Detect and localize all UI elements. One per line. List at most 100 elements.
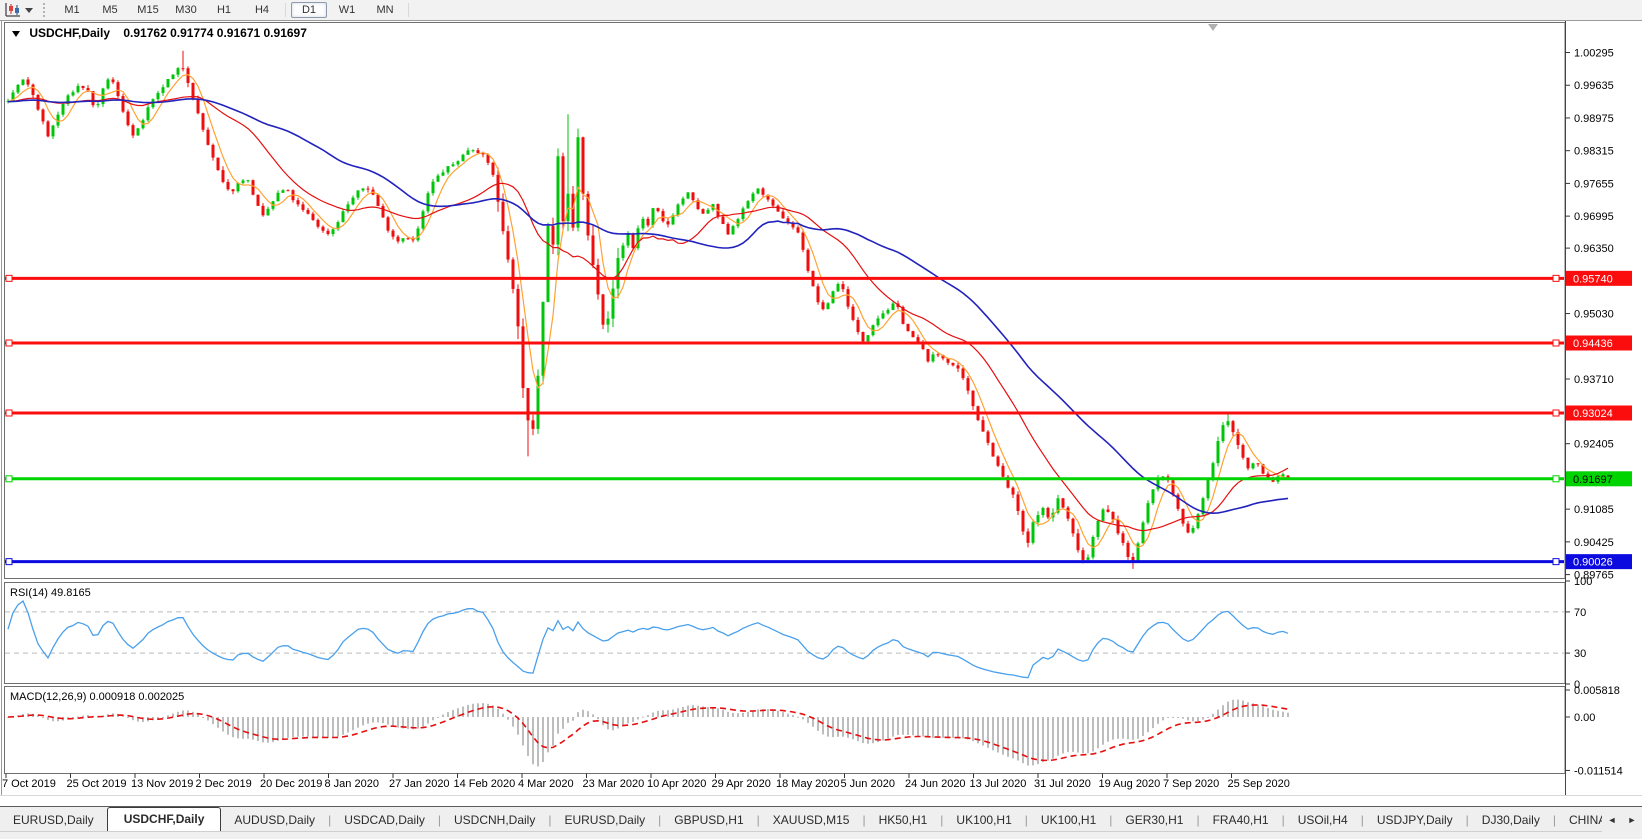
tab-uk100-h1[interactable]: UK100,H1: [1040, 813, 1097, 827]
candle: [1171, 477, 1175, 497]
tab-scroll-right-icon[interactable]: ►: [1627, 814, 1637, 825]
price-level-badge: 0.94436: [1566, 335, 1632, 351]
candle: [611, 280, 615, 328]
timeframe-button-m15[interactable]: M15: [137, 4, 159, 16]
tab-uk100-h1[interactable]: UK100,H1: [956, 813, 1012, 827]
tab-hk50-h1[interactable]: HK50,H1: [878, 813, 928, 827]
timeframe-button-w1[interactable]: W1: [338, 4, 356, 16]
tab-usdjpy-daily[interactable]: USDJPY,Daily: [1376, 813, 1453, 827]
candle: [661, 208, 665, 223]
candlestick-chart-icon[interactable]: [3, 2, 23, 18]
tab-eurusd-daily[interactable]: EURUSD,Daily: [564, 813, 646, 827]
candle: [236, 182, 240, 193]
date-tick-label: 20 Dec 2019: [260, 778, 322, 790]
line-handle[interactable]: [5, 558, 13, 566]
timeframe-button-mn[interactable]: MN: [376, 4, 394, 16]
candle: [271, 201, 275, 211]
candle: [1106, 505, 1110, 513]
candle: [436, 173, 440, 183]
tab-audusd-daily[interactable]: AUDUSD,Daily: [234, 813, 316, 827]
date-tick-label: 2 Dec 2019: [196, 778, 252, 790]
line-handle[interactable]: [5, 409, 13, 417]
candle: [1006, 474, 1010, 489]
line-handle[interactable]: [5, 339, 13, 347]
macd-axis-label: 0.005818: [1574, 685, 1620, 697]
candle: [211, 143, 215, 161]
tab-usoil-h4[interactable]: USOil,H4: [1297, 813, 1348, 827]
candle: [651, 207, 655, 228]
tab-xauusd-m15[interactable]: XAUUSD,M15: [772, 813, 850, 827]
candle: [771, 198, 775, 209]
svg-text:0.90026: 0.90026: [1573, 557, 1613, 569]
candle: [171, 74, 175, 80]
date-tick-label: 25 Oct 2019: [67, 778, 127, 790]
chart-title: USDCHF,Daily 0.91762 0.91774 0.91671 0.9…: [12, 26, 307, 40]
timeframe-button-m30[interactable]: M30: [175, 4, 197, 16]
candle: [471, 149, 475, 153]
macd-axis-label: -0.011514: [1574, 765, 1623, 777]
price-level-badge: 0.95740: [1566, 270, 1632, 286]
candle: [251, 179, 255, 196]
candle: [971, 390, 975, 411]
tab-scroll-left-icon[interactable]: ◄: [1607, 814, 1617, 825]
line-handle[interactable]: [1552, 339, 1560, 347]
candle: [466, 147, 470, 156]
timeframe-button-m1[interactable]: M1: [64, 4, 80, 16]
candle: [101, 87, 105, 108]
tab-usdchf-daily[interactable]: USDCHF,Daily: [106, 807, 222, 832]
candle: [546, 222, 550, 303]
candle: [1226, 413, 1230, 428]
candle: [1201, 496, 1205, 517]
candle: [431, 179, 435, 196]
candle: [831, 290, 835, 304]
candle: [296, 197, 300, 207]
tab-usdcad-daily[interactable]: USDCAD,Daily: [344, 813, 425, 827]
line-handle[interactable]: [5, 475, 13, 483]
collapse-triangle-icon[interactable]: [12, 31, 20, 37]
candle: [396, 235, 400, 244]
candle: [731, 224, 735, 235]
timeframe-button-d1[interactable]: D1: [291, 2, 327, 18]
candle: [161, 84, 165, 96]
line-handle[interactable]: [1552, 409, 1560, 417]
candle: [781, 209, 785, 219]
toolbar-grip[interactable]: [43, 3, 45, 17]
timeframe-button-h4[interactable]: H4: [254, 4, 270, 16]
candle: [421, 209, 425, 231]
tab-divider: |: [1552, 813, 1556, 827]
tab-dj30-daily[interactable]: DJ30,Daily: [1481, 813, 1540, 827]
candle: [261, 203, 265, 217]
tab-divider: |: [1109, 813, 1113, 827]
line-handle[interactable]: [5, 274, 13, 282]
candle: [511, 257, 515, 294]
tab-fra40-h1[interactable]: FRA40,H1: [1212, 813, 1269, 827]
tab-eurusd-daily[interactable]: EURUSD,Daily: [13, 813, 94, 827]
line-handle[interactable]: [1552, 558, 1560, 566]
price-tick-label: 0.95030: [1574, 309, 1614, 321]
timeframe-button-m5[interactable]: M5: [102, 4, 118, 16]
candle: [1066, 505, 1070, 522]
candle: [1016, 491, 1020, 516]
candle: [326, 228, 330, 236]
candle: [1011, 486, 1015, 499]
timeframe-button-h1[interactable]: H1: [216, 4, 232, 16]
candle: [686, 192, 690, 200]
price-tick-label: 1.00295: [1574, 48, 1614, 60]
chevron-down-icon[interactable]: [25, 7, 33, 13]
candle: [1241, 443, 1245, 460]
ma-line-fast: [7, 73, 1289, 549]
candle: [961, 365, 965, 381]
line-handle[interactable]: [1552, 274, 1560, 282]
chart-shift-marker[interactable]: [1208, 24, 1218, 31]
candle: [1001, 463, 1005, 479]
date-tick-label: 5 Jun 2020: [841, 778, 895, 790]
tab-usdcnh-daily[interactable]: USDCNH,Daily: [454, 813, 536, 827]
candle: [551, 217, 555, 255]
tab-ger30-h1[interactable]: GER30,H1: [1125, 813, 1184, 827]
price-level-badge: 0.90026: [1566, 554, 1632, 570]
tab-gbpusd-h1[interactable]: GBPUSD,H1: [674, 813, 744, 827]
price-level-badge: 0.91697: [1566, 471, 1632, 487]
candle: [921, 339, 925, 351]
line-handle[interactable]: [1552, 475, 1560, 483]
